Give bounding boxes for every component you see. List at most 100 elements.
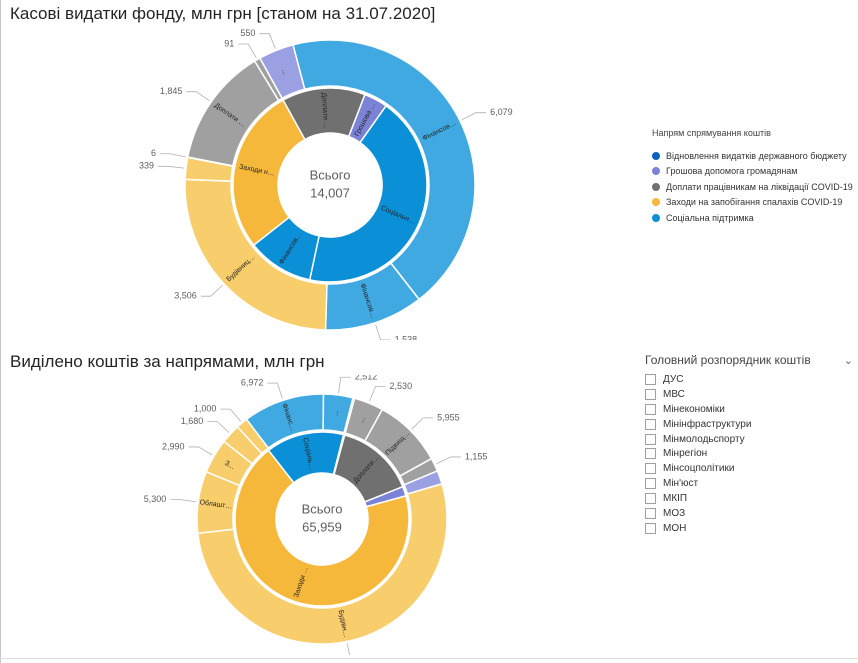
chevron-down-icon[interactable]: ⌄ [843,354,853,367]
slicer-item-9[interactable]: МОЗ [645,506,857,521]
chart2-outer-data-label-8: 1,680 [181,416,204,426]
chart1-outer-slice-7[interactable] [253,57,284,102]
chart1-outer-data-label-0: 550 [240,28,255,38]
chart2-outer-data-label-10: 6,972 [241,378,264,388]
bottom-divider [0,658,858,659]
chart1-outer-data-label-3: 3,506 [174,291,197,301]
slicer-title: Головний розпорядник коштів [645,353,811,367]
chart2-outer-leader-line-7 [188,446,213,456]
chart2-outer-data-label-5: 35,000 [364,654,392,655]
checkbox-icon[interactable] [645,433,656,445]
chart2-outer-data-label-7: 2,990 [162,441,185,451]
chart2-center-label: Всього [302,501,343,516]
chart2-outer-slice-11[interactable] [322,393,354,434]
legend-title: Напрям спрямування коштів [652,128,771,138]
chart-title-allocated-funds: Виділено коштів за напрямами, млн грн [10,352,325,371]
legend-marker-icon [652,182,660,191]
legend-marker-icon [652,167,660,176]
chart2-outer-slice-label-7: З... [223,460,235,471]
legend-label: Заходи на запобігання спалахів COVID-19 [666,197,843,208]
checkbox-icon[interactable] [645,448,656,460]
chart1-center-label: Всього [310,167,351,182]
chart1-outer-leader-line-0 [259,33,276,49]
legend-label: Соціальна підтримка [666,212,754,223]
donut-chart-allocated-funds[interactable]: Доплати…Заходи …Соціаль…...2,530Підвищ…5… [0,375,640,655]
chart1-outer-slice-1[interactable] [292,39,476,301]
slicer-item-0[interactable]: ДУС [645,372,857,387]
slicer-item-3[interactable]: Мінінфраструктури [645,417,857,432]
checkbox-icon[interactable] [645,388,656,400]
checkbox-icon[interactable] [645,418,656,430]
slicer-item-label: Мінінфраструктури [663,418,752,430]
chart1-outer-leader-line-1 [461,112,487,121]
slicer-item-6[interactable]: Мінсоцполітики [645,461,857,476]
chart1-inner-slice-2[interactable] [308,104,428,283]
chart1-outer-data-label-7: 91 [224,38,234,48]
checkbox-icon[interactable] [645,373,656,385]
slicer-item-4[interactable]: Мінмолодьспорту [645,432,857,447]
chart2-outer-leader-line-1 [369,386,386,402]
chart2-outer-leader-line-10 [267,382,283,399]
slicer-item-7[interactable]: Мін'юст [645,476,857,491]
chart2-outer-data-label-3: 1,155 [465,451,488,461]
donut-chart-cash-expenses[interactable]: Доплати … Грошова …Соціальн…Фінансов…Захо… [0,25,640,340]
chart1-outer-data-label-6: 1,845 [160,86,183,96]
slicer-item-2[interactable]: Мінекономіки [645,402,857,417]
chart1-outer-data-label-5: 6 [151,148,156,158]
chart1-outer-data-label-4: 339 [139,161,154,171]
slicer-item-label: ДУС [663,373,684,385]
legend-marker-icon [652,213,660,222]
chart1-center-value: 14,007 [310,185,350,200]
chart2-outer-slice-label-11: ... [332,410,340,417]
slicer-item-5[interactable]: Мінрегіон [645,446,857,461]
slicer-item-label: Мінекономіки [663,403,725,415]
chart2-outer-slice-5[interactable] [196,482,448,645]
legend-item-3[interactable]: Заходи на запобігання спалахів COVID-19 [652,195,853,211]
chart1-outer-slice-label-0: ... [280,68,289,76]
chart2-center-value: 65,959 [302,519,342,534]
chart2-outer-slice-label-1: ... [358,416,367,424]
legend-item-2[interactable]: Доплати працівникам на ліквідації COVID-… [652,179,853,195]
left-border [0,0,1,663]
legend-item-4[interactable]: Соціальна підтримка [652,210,853,226]
checkbox-icon[interactable] [645,493,656,505]
chart2-outer-data-label-1: 2,530 [390,381,413,391]
chart1-outer-leader-line-3 [200,284,223,297]
slicer-item-8[interactable]: МКІП [645,491,857,506]
legend-item-1[interactable]: Грошова допомога громадянам [652,164,853,180]
checkbox-icon[interactable] [645,463,656,475]
chart1-inner-slice-4[interactable] [232,99,306,247]
slicer-item-label: Мін'юст [663,478,699,490]
checkbox-icon[interactable] [645,403,656,415]
slicer-item-10[interactable]: МОН [645,521,857,536]
chart-title-cash-expenses: Касові видатки фонду, млн грн [станом на… [10,4,436,23]
chart2-outer-leader-line-3 [436,456,461,465]
checkbox-icon[interactable] [645,522,656,534]
chart1-outer-leader-line-2 [375,324,391,340]
legend-item-0[interactable]: Відновлення видатків державного бюджету [652,148,853,164]
chart2-outer-leader-line-8 [207,421,230,433]
chart2-outer-leader-line-9 [220,408,242,422]
legend-marker-icon [652,198,660,207]
chart1-outer-data-label-2: 1,538 [395,334,418,340]
slicer-item-label: Мінсоцполітики [663,463,735,475]
checkbox-icon[interactable] [645,478,656,490]
slicer-item-label: МОЗ [663,507,686,519]
chart2-inner-slice-3[interactable] [234,449,410,607]
slicer-item-label: МВС [663,388,685,400]
chart2-outer-leader-line-2 [411,417,434,430]
legend: Напрям спрямування коштів Відновлення ви… [652,128,853,226]
chart1-outer-leader-line-7 [238,43,257,59]
slicer-item-1[interactable]: МВС [645,387,857,402]
chart2-outer-leader-line-5 [346,643,350,655]
legend-label: Грошова допомога громадянам [666,166,798,177]
chart2-inner-slice-4[interactable] [267,431,345,484]
chart2-outer-leader-line-6 [170,499,197,503]
slicer-item-label: Мінмолодьспорту [663,433,745,445]
chart2-outer-leader-line-11 [338,376,351,394]
chart2-outer-data-label-2: 5,955 [437,412,460,422]
slicer-item-label: Мінрегіон [663,448,708,460]
chart1-outer-data-label-1: 6,079 [490,107,513,117]
chart1-outer-leader-line-4 [158,165,185,169]
checkbox-icon[interactable] [645,507,656,519]
